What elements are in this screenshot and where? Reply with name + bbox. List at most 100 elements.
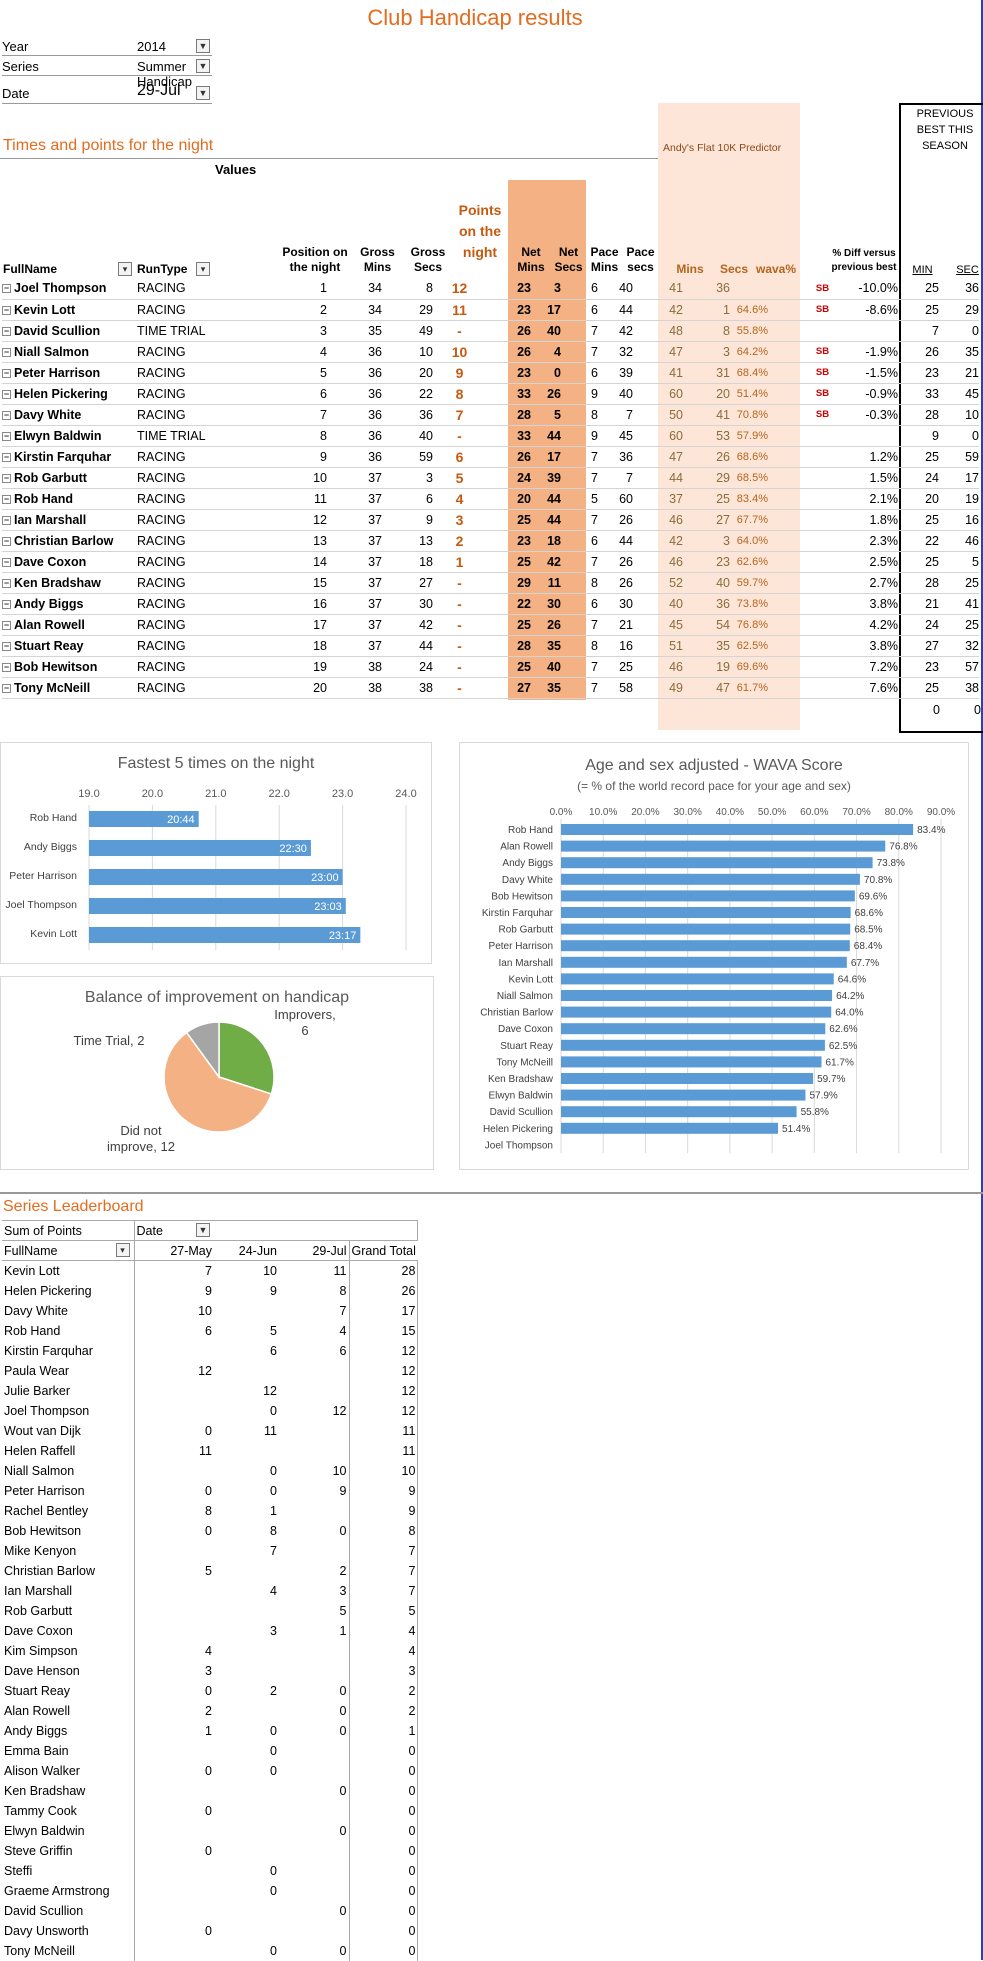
leaderboard-row[interactable]: Graeme Armstrong 0 0 xyxy=(2,1880,419,1901)
collapse-icon[interactable]: − xyxy=(2,535,11,546)
leaderboard-row[interactable]: Davy White 10 7 17 xyxy=(2,1300,419,1321)
filter-date[interactable]: Date 29-Jul ▼ xyxy=(2,80,212,104)
collapse-icon[interactable]: − xyxy=(2,556,11,567)
sort-dropdown-icon[interactable]: ▾ xyxy=(115,1243,130,1257)
collapse-icon[interactable]: − xyxy=(2,661,11,672)
collapse-icon[interactable]: − xyxy=(2,304,11,315)
result-row[interactable]: − Christian Barlow RACING 13 37 13 2 23 18 6 44 42 3… xyxy=(2,530,979,552)
leaderboard-row[interactable]: Mike Kenyon 7 7 xyxy=(2,1540,419,1561)
leaderboard-row[interactable]: Helen Pickering 9 9 8 26 xyxy=(2,1280,419,1301)
header-fullname: FullName xyxy=(3,262,58,276)
result-row[interactable]: − Andy Biggs RACING 16 37 30-22 30 6 30 40 36 73.8%… xyxy=(2,593,979,615)
date-filter[interactable]: Date ▼ xyxy=(133,1220,214,1241)
leaderboard-row[interactable]: Tony McNeill 0 0 0 xyxy=(2,1940,419,1961)
filter-series[interactable]: Series Summer Handicap ▼ xyxy=(2,56,212,89)
cell-pdm: 45 xyxy=(633,614,683,636)
collapse-icon[interactable]: − xyxy=(2,451,11,462)
leaderboard-row[interactable]: Kevin Lott 7 10 11 28 xyxy=(2,1260,419,1281)
collapse-icon[interactable]: − xyxy=(2,577,11,588)
improvement-pie-chart[interactable]: Balance of improvement on handicap Impro… xyxy=(0,976,434,1170)
sort-dropdown-icon[interactable]: ▾ xyxy=(118,262,132,276)
leaderboard-row[interactable]: Joel Thompson 0 12 12 xyxy=(2,1400,419,1421)
header-pace-secs: Pace secs xyxy=(626,245,655,274)
collapse-icon[interactable]: − xyxy=(2,283,11,294)
result-row[interactable]: − David Scullion TIME TRIAL 3 35 49-26 40 7 42 48… xyxy=(2,320,979,342)
leaderboard-row[interactable]: Rachel Bentley 8 1 9 xyxy=(2,1500,419,1521)
result-row[interactable]: − Dave Coxon RACING 14 37 18 1 25 42 7 26 46 23 62.6%… xyxy=(2,551,979,573)
leaderboard-points: 9 xyxy=(270,1283,277,1298)
result-row[interactable]: − Helen Pickering RACING 6 36 22 8 33 26 9 40 60 20 5… xyxy=(2,383,979,405)
wava-chart[interactable]: Age and sex adjusted - WAVA Score (= % o… xyxy=(459,742,969,1170)
result-row[interactable]: − Stuart Reay RACING 18 37 44-28 35 8 16 51 35 62.5… xyxy=(2,635,979,657)
leaderboard-row[interactable]: Paula Wear 12 12 xyxy=(2,1360,419,1381)
collapse-icon[interactable]: − xyxy=(2,598,11,609)
collapse-icon[interactable]: − xyxy=(2,325,11,336)
collapse-icon[interactable]: − xyxy=(2,619,11,630)
leaderboard-row[interactable]: Davy Unsworth 0 0 xyxy=(2,1920,419,1941)
data-label: 67.7% xyxy=(851,958,879,969)
leaderboard-row[interactable]: Steffi 0 0 xyxy=(2,1860,419,1881)
collapse-icon[interactable]: − xyxy=(2,367,11,378)
leaderboard-row[interactable]: Dave Henson 3 3 xyxy=(2,1660,419,1681)
collapse-icon[interactable]: − xyxy=(2,640,11,651)
leaderboard-row[interactable]: Rob Hand 6 5 4 15 xyxy=(2,1320,419,1341)
result-row[interactable]: − Kirstin Farquhar RACING 9 36 59 6 26 17 7 36 47 26… xyxy=(2,446,979,468)
cell-gs: 29 xyxy=(382,299,433,321)
filter-dropdown-icon[interactable]: ▼ xyxy=(196,86,210,100)
collapse-icon[interactable]: − xyxy=(2,682,11,693)
leaderboard-row[interactable]: Bob Hewitson 0 8 0 8 xyxy=(2,1520,419,1541)
result-row[interactable]: − Ken Bradshaw RACING 15 37 27-29 11 8 26 52 40 59.… xyxy=(2,572,979,594)
leaderboard-row[interactable]: Elwyn Baldwin 0 0 xyxy=(2,1820,419,1841)
leaderboard-row[interactable]: Niall Salmon 0 10 10 xyxy=(2,1460,419,1481)
leaderboard-row[interactable]: Kirstin Farquhar 6 6 12 xyxy=(2,1340,419,1361)
leaderboard-row[interactable]: Rob Garbutt 5 5 xyxy=(2,1600,419,1621)
leaderboard-row[interactable]: Kim Simpson 4 4 xyxy=(2,1640,419,1661)
collapse-icon[interactable]: − xyxy=(2,409,11,420)
leaderboard-row[interactable]: Emma Bain 0 0 xyxy=(2,1740,419,1761)
leaderboard-row[interactable]: Alan Rowell 2 0 2 xyxy=(2,1700,419,1721)
result-row[interactable]: − Tony McNeill RACING 20 38 38-27 35 7 58 49 47 61.… xyxy=(2,677,979,699)
leaderboard-row[interactable]: Ken Bradshaw 0 0 xyxy=(2,1780,419,1801)
result-row[interactable]: − Kevin Lott RACING 2 34 29 11 23 17 6 44 42 1 64.6% S… xyxy=(2,299,979,321)
leaderboard-row[interactable]: Christian Barlow 5 2 7 xyxy=(2,1560,419,1581)
fastest-times-chart[interactable]: Fastest 5 times on the night 19.0 20.0 21.… xyxy=(0,742,432,964)
result-row[interactable]: − Peter Harrison RACING 5 36 20 9 23 0 6 39 41 31 68.… xyxy=(2,362,979,384)
cell-bs: 21 xyxy=(939,362,979,384)
filter-dropdown-icon[interactable]: ▼ xyxy=(196,39,210,53)
result-row[interactable]: − Davy White RACING 7 36 36 7 28 5 8 7 50 41 70.8% SB -… xyxy=(2,404,979,426)
fullname-filter[interactable]: FullName ▾ xyxy=(2,1240,134,1261)
leaderboard-row[interactable]: Wout van Dijk 0 11 11 xyxy=(2,1420,419,1441)
result-row[interactable]: − Rob Hand RACING 11 37 6 4 20 44 5 60 37 25 83.4% 2.1… xyxy=(2,488,979,510)
collapse-icon[interactable]: − xyxy=(2,388,11,399)
leaderboard-row[interactable]: Alison Walker 0 0 0 xyxy=(2,1760,419,1781)
leaderboard-row[interactable]: David Scullion 0 0 xyxy=(2,1900,419,1921)
result-row[interactable]: − Alan Rowell RACING 17 37 42-25 26 7 21 45 54 76.8… xyxy=(2,614,979,636)
leaderboard-row[interactable]: Ian Marshall 4 3 7 xyxy=(2,1580,419,1601)
leaderboard-row[interactable]: Julie Barker 12 12 xyxy=(2,1380,419,1401)
leaderboard-row[interactable]: Steve Griffin 0 0 xyxy=(2,1840,419,1861)
collapse-icon[interactable]: − xyxy=(2,493,11,504)
leaderboard-row[interactable]: Andy Biggs 1 0 0 1 xyxy=(2,1720,419,1741)
result-row[interactable]: − Elwyn Baldwin TIME TRIAL 8 36 40-33 44 9 45 60 5… xyxy=(2,425,979,447)
filter-dropdown-icon[interactable]: ▼ xyxy=(196,59,210,73)
leaderboard-row[interactable]: Stuart Reay 0 2 0 2 xyxy=(2,1680,419,1701)
leaderboard-row[interactable]: Tammy Cook 0 0 xyxy=(2,1800,419,1821)
sort-dropdown-icon[interactable]: ▾ xyxy=(196,262,210,276)
collapse-icon[interactable]: − xyxy=(2,514,11,525)
result-row[interactable]: − Rob Garbutt RACING 10 37 3 5 24 39 7 7 44 29 68.5% 1… xyxy=(2,467,979,489)
leaderboard-row[interactable]: Helen Raffell 11 11 xyxy=(2,1440,419,1461)
leaderboard-points xyxy=(133,1400,214,1421)
result-row[interactable]: − Joel Thompson RACING 1 34 8 12 23 3 6 40 41 36 SB -1… xyxy=(2,278,979,300)
leaderboard-row[interactable]: Peter Harrison 0 0 9 9 xyxy=(2,1480,419,1501)
result-row[interactable]: − Bob Hewitson RACING 19 38 24-25 40 7 25 46 19 69.… xyxy=(2,656,979,678)
collapse-icon[interactable]: − xyxy=(2,346,11,357)
result-row[interactable]: − Niall Salmon RACING 4 36 10 10 26 4 7 32 47 3 64.2%… xyxy=(2,341,979,363)
collapse-icon[interactable]: − xyxy=(2,472,11,483)
result-row[interactable]: − Ian Marshall RACING 12 37 9 3 25 44 7 26 46 27 67.7… xyxy=(2,509,979,531)
leaderboard-points: 12 xyxy=(332,1403,347,1418)
filter-year[interactable]: Year 2014 ▼ xyxy=(2,36,212,56)
collapse-icon[interactable]: − xyxy=(2,430,11,441)
leaderboard-points: 0 xyxy=(348,1780,419,1801)
leaderboard-row[interactable]: Dave Coxon 3 1 4 xyxy=(2,1620,419,1641)
date-dropdown-icon[interactable]: ▼ xyxy=(196,1223,210,1237)
